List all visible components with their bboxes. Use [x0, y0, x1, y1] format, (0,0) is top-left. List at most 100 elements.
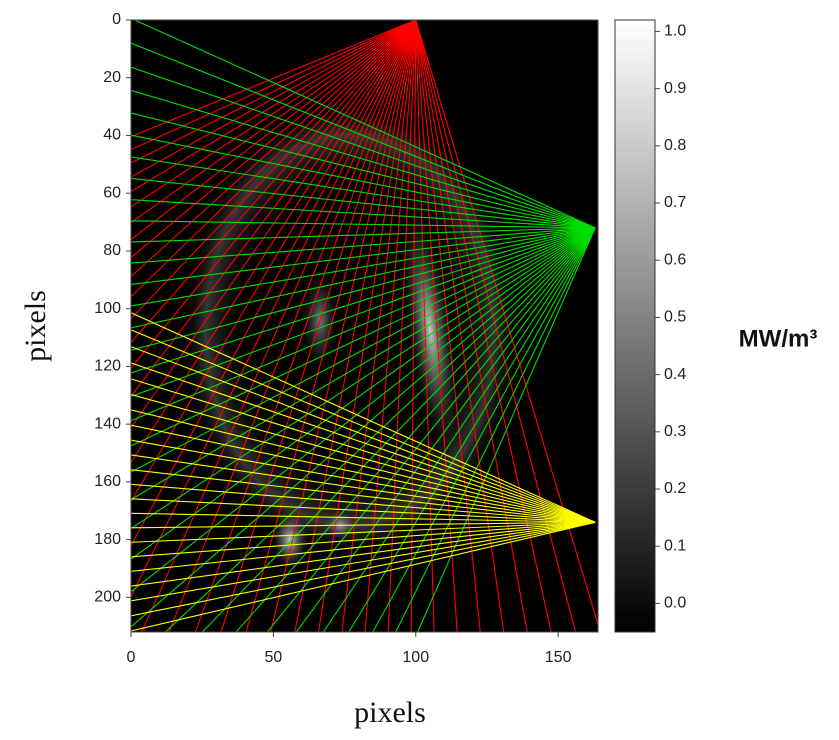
chord [131, 439, 596, 523]
chord [131, 227, 596, 422]
chord [372, 227, 596, 632]
colorbar-tick-label: 1.0 [664, 23, 686, 40]
chord [387, 20, 417, 632]
chord [131, 346, 596, 523]
chord [131, 89, 596, 229]
chord [131, 227, 596, 593]
colorbar-tick-label: 0.1 [664, 537, 686, 554]
chord [131, 220, 596, 229]
y-tick-label: 180 [94, 531, 121, 548]
y-tick-label: 200 [94, 589, 121, 606]
chord [131, 20, 417, 208]
chord [131, 20, 417, 164]
chord [415, 20, 435, 632]
x-tick-label: 50 [264, 649, 282, 666]
x-tick-label: 100 [402, 649, 429, 666]
chord [131, 329, 596, 523]
y-tick-label: 140 [94, 415, 121, 432]
chord [131, 177, 596, 229]
colorbar-tick-label: 0.8 [664, 137, 686, 154]
x-axis-title: pixels [354, 696, 426, 729]
chord [131, 227, 596, 628]
chord [131, 227, 596, 397]
chord [317, 20, 417, 632]
chord [131, 66, 596, 229]
chord [131, 454, 596, 523]
chord [131, 20, 417, 178]
chord [131, 20, 417, 320]
chord [131, 469, 596, 523]
colorbar-tick-label: 0.3 [664, 423, 686, 440]
chord [417, 227, 596, 632]
chord [131, 409, 596, 523]
chord [415, 20, 528, 632]
chord-fans [131, 20, 598, 632]
chord [131, 498, 596, 523]
chord [131, 227, 596, 560]
y-tick-label: 40 [103, 127, 121, 144]
chord [270, 20, 417, 632]
colorbar-tick-label: 0.4 [664, 366, 686, 383]
chord [131, 424, 596, 523]
chord [131, 227, 596, 374]
chord [131, 521, 596, 543]
y-axis-title: pixels [19, 290, 52, 362]
chord [131, 394, 596, 523]
chord [235, 227, 596, 632]
chord [395, 227, 596, 632]
chord [131, 227, 596, 447]
chord [131, 134, 596, 229]
chord [415, 20, 552, 632]
chord [348, 227, 596, 632]
chord [131, 42, 596, 229]
chord [131, 378, 596, 523]
colorbar-tick-label: 0.5 [664, 309, 686, 326]
y-tick-label: 80 [103, 242, 121, 259]
x-tick-label: 150 [545, 649, 572, 666]
colorbar-tick-label: 0.0 [664, 595, 686, 612]
colorbar-tick-label: 0.6 [664, 251, 686, 268]
plot-frame [130, 19, 599, 633]
x-tick-label: 0 [127, 649, 136, 666]
chord [131, 227, 596, 285]
colorbar-tick-label: 0.2 [664, 480, 686, 497]
chord [131, 199, 596, 229]
chord [131, 521, 596, 602]
chord [131, 20, 417, 463]
colorbar-tick-label: 0.9 [664, 80, 686, 97]
chord [131, 20, 417, 258]
chord [131, 20, 417, 428]
chord [131, 227, 596, 243]
chord [131, 521, 596, 617]
chord [131, 521, 596, 632]
colorbar [614, 19, 656, 633]
y-tick-label: 160 [94, 473, 121, 490]
chord [131, 362, 596, 523]
chord [131, 20, 416, 151]
chord [131, 312, 596, 523]
chord [131, 521, 596, 572]
chord [134, 20, 596, 229]
chord [131, 156, 596, 229]
colorbar-label: MW/m³ [739, 325, 818, 352]
chord [131, 20, 417, 343]
chord [131, 20, 416, 138]
chord [131, 227, 596, 473]
y-tick-label: 100 [94, 300, 121, 317]
y-tick-label: 60 [103, 184, 121, 201]
chord [202, 227, 596, 632]
emission-ridge [402, 211, 458, 449]
chord [194, 20, 417, 632]
chord [341, 20, 417, 632]
chord [131, 227, 596, 351]
chord [131, 227, 596, 264]
chord [266, 227, 596, 632]
chord [131, 521, 596, 587]
chord [165, 227, 596, 632]
chord [131, 227, 596, 307]
chord [131, 20, 417, 298]
chord [131, 112, 596, 229]
chord [131, 483, 596, 523]
